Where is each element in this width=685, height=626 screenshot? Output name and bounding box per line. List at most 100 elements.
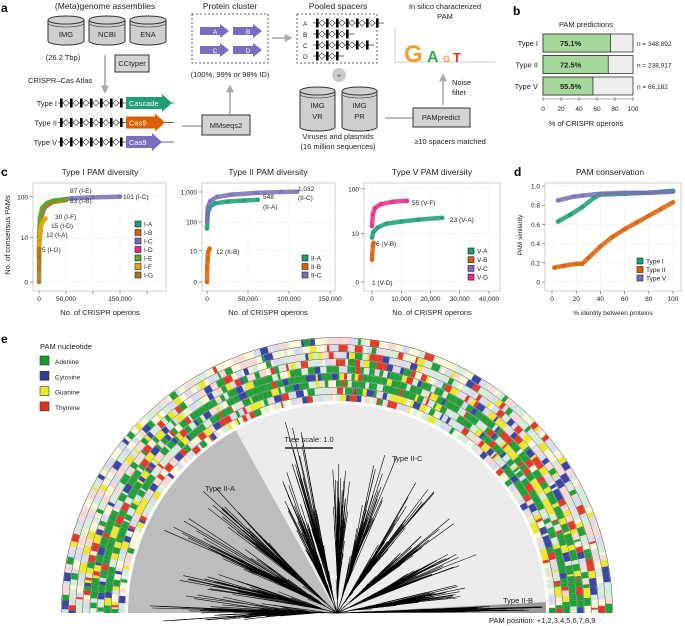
ring-segment — [551, 486, 558, 492]
y-tick-label: 0 — [536, 280, 540, 287]
ring-segment — [457, 407, 467, 417]
ring-segment — [584, 506, 593, 514]
ring-segment — [115, 515, 125, 525]
virus-db-label: PR — [354, 112, 365, 121]
ring-segment — [475, 448, 484, 456]
ring-segment — [347, 380, 350, 388]
ring-segment — [343, 373, 348, 380]
data-point — [205, 205, 211, 210]
ring-segment — [420, 389, 431, 399]
tree-branch — [202, 608, 292, 613]
ring-segment — [242, 407, 248, 415]
ring-segment — [70, 585, 77, 590]
ring-segment — [532, 527, 540, 534]
ring-segment — [543, 448, 554, 459]
ring-segment — [76, 519, 85, 527]
ring-segment — [487, 394, 499, 405]
ring-segment — [425, 398, 430, 406]
ring-segment — [598, 594, 605, 600]
ring-segment — [446, 409, 454, 418]
ring-segment — [128, 480, 135, 485]
ring-segment — [129, 487, 139, 496]
ring-segment — [591, 594, 598, 601]
ring-segment — [256, 356, 263, 364]
ring-segment — [373, 390, 378, 398]
tree-branch — [358, 519, 406, 581]
ring-segment — [122, 483, 133, 494]
ring-segment — [408, 392, 417, 401]
ring-segment — [545, 490, 554, 499]
data-point — [204, 279, 210, 285]
tree-branch — [222, 516, 295, 576]
ring-segment — [541, 434, 550, 442]
ring-segment — [569, 593, 576, 596]
ring-segment — [123, 565, 131, 570]
panel-label-a: a — [1, 1, 8, 15]
ring-segment — [225, 382, 233, 391]
ring-segment — [595, 568, 603, 578]
ring-segment — [366, 396, 371, 404]
virus-database-cylinder-rim — [341, 93, 378, 99]
gene-label: Cascade — [129, 99, 159, 108]
ring-segment — [475, 420, 482, 427]
ring-segment — [443, 384, 453, 393]
ring-segment — [429, 385, 437, 393]
ring-segment — [568, 583, 576, 589]
ring-segment — [234, 378, 243, 387]
ring-segment — [210, 398, 218, 407]
ring-segment — [69, 605, 76, 611]
ring-segment — [382, 385, 386, 392]
assemblies-title: (Meta)genome assemblies — [55, 1, 155, 11]
ring-segment — [210, 432, 218, 441]
ring-segment — [508, 450, 519, 461]
ring-segment — [297, 397, 304, 405]
ring-segment — [405, 406, 409, 413]
ring-segment — [322, 359, 326, 366]
ring-segment — [508, 429, 515, 437]
ring-segment — [145, 467, 152, 473]
ring-segment — [270, 389, 277, 397]
ring-segment — [187, 430, 197, 440]
ring-segment — [93, 534, 102, 545]
ring-segment — [518, 419, 524, 426]
ring-segment — [556, 495, 564, 502]
ring-segment — [76, 612, 83, 613]
ring-segment — [88, 554, 97, 563]
ring-segment — [66, 556, 74, 565]
ring-segment — [382, 399, 387, 407]
ring-segment — [379, 370, 384, 377]
ring-segment — [547, 551, 556, 561]
ring-segment — [164, 475, 173, 483]
ring-segment — [441, 390, 449, 399]
ring-segment — [571, 559, 579, 565]
data-label: 6 (V-B) — [376, 241, 396, 248]
ring-segment — [571, 478, 580, 487]
ring-segment — [545, 521, 553, 529]
ring-segment — [550, 536, 559, 546]
spacer-mark — [102, 119, 110, 126]
ring-segment — [164, 444, 171, 451]
x-tick-label: 40 — [575, 106, 583, 113]
filter-label: filter — [452, 88, 467, 97]
tree-branch — [337, 499, 346, 581]
ring-segment — [531, 509, 540, 517]
ring-segment — [295, 347, 300, 355]
ring-segment — [543, 500, 552, 510]
tree-branch — [187, 579, 290, 602]
ring-segment — [271, 352, 276, 360]
ring-segment — [194, 384, 201, 392]
ring-segment — [544, 438, 554, 447]
tree-branch — [222, 604, 302, 612]
ring-segment — [390, 379, 399, 388]
ring-segment — [108, 539, 115, 544]
ring-segment — [582, 542, 589, 547]
ring-segment — [359, 360, 364, 367]
ring-segment — [165, 424, 172, 431]
ring-segment — [92, 499, 101, 506]
repeat-mark — [70, 137, 73, 147]
legend-title: PAM nucleotide — [40, 342, 92, 351]
chart-title: Type V PAM diversity — [392, 167, 473, 177]
ring-segment — [570, 528, 578, 536]
ring-segment — [492, 388, 501, 397]
ring-segment — [106, 519, 115, 527]
